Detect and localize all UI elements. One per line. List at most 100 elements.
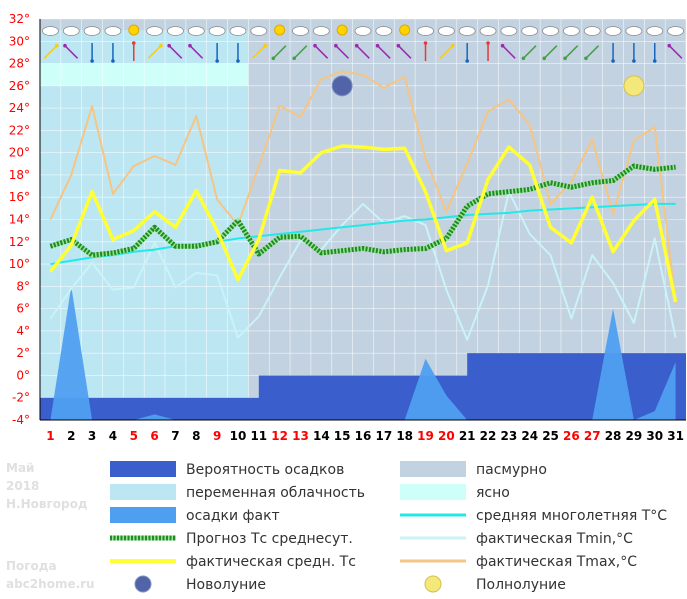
x-tick-label: 1 xyxy=(46,429,54,443)
precipitation-layer xyxy=(40,286,686,420)
cloud-icon xyxy=(250,26,268,36)
legend-swatch-probability xyxy=(110,461,176,477)
legend-label: фактическая Tmin,°C xyxy=(476,531,633,547)
legend-label: фактическая средн. Тс xyxy=(186,554,356,570)
legend-new-moon-icon xyxy=(134,575,152,593)
x-tick-label: 24 xyxy=(521,429,538,443)
x-tick-label: 10 xyxy=(230,429,247,443)
wind-arrow-head-icon xyxy=(450,43,455,48)
new-moon-marker xyxy=(331,75,353,97)
y-tick-label: -4° xyxy=(12,413,30,427)
cloud-icon xyxy=(375,26,393,36)
cloud-icon xyxy=(292,26,309,36)
legend-swatch-precip_fact xyxy=(110,507,176,523)
wind-arrow-nw-icon xyxy=(502,45,516,59)
cloud-icon xyxy=(42,26,59,36)
x-tick-label: 8 xyxy=(192,429,200,443)
y-axis: -4° -2° 0° 2° 4° 6° 8° 10° 12° 14° 16° 18° 20° 22° 24°… xyxy=(9,12,41,427)
x-tick-label: 11 xyxy=(250,429,267,443)
y-tick-label: 2° xyxy=(16,346,30,360)
wind-arrow-head-icon xyxy=(375,43,380,48)
cloud-icon xyxy=(646,26,664,36)
cloud-icon xyxy=(104,26,122,36)
wind-arrow-nw-icon xyxy=(335,45,349,59)
wind-arrow-head-icon xyxy=(521,56,526,61)
x-tick-label: 13 xyxy=(292,429,309,443)
cloud-icon xyxy=(354,26,372,36)
legend-swatch-overcast xyxy=(400,461,466,477)
cloud-icon xyxy=(479,26,497,36)
legend-label: фактическая Tmax,°C xyxy=(476,554,637,570)
y-tick-label: 20° xyxy=(9,146,30,160)
cloud-icon xyxy=(542,26,559,36)
wind-arrow-ne-icon xyxy=(43,45,58,59)
wind-arrow-sw-icon xyxy=(272,45,287,59)
x-tick-label: 31 xyxy=(667,429,684,443)
cloud-icon xyxy=(417,26,434,36)
wind-arrow-head-icon xyxy=(263,43,267,48)
x-tick-label: 2 xyxy=(67,429,75,443)
wind-arrow-head-icon xyxy=(396,43,401,48)
y-tick-label: 4° xyxy=(16,324,30,338)
wind-arrow-head-icon xyxy=(90,59,94,63)
x-tick-label: 19 xyxy=(417,429,434,443)
wind-arrow-head-icon xyxy=(563,56,567,61)
y-tick-label: 10° xyxy=(9,257,30,271)
wind-arrow-head-icon xyxy=(236,59,240,63)
precip-fact-area xyxy=(50,286,676,420)
cloud-icon xyxy=(562,26,580,36)
cloud-icon xyxy=(437,26,455,36)
x-tick-label: 16 xyxy=(355,429,372,443)
wind-arrow-nw-icon xyxy=(356,45,370,59)
moon-markers xyxy=(331,75,645,97)
wind-arrow-ne-icon xyxy=(147,45,162,59)
y-tick-label: 18° xyxy=(9,168,30,182)
watermark-month: Май xyxy=(6,461,34,475)
wind-arrow-head-icon xyxy=(667,43,672,48)
wind-arrow-head-icon xyxy=(334,43,338,48)
x-tick-label: 22 xyxy=(480,429,497,443)
legend-label: осадки факт xyxy=(186,508,280,524)
wind-arrow-nw-icon xyxy=(314,45,329,59)
series-lines xyxy=(49,70,678,341)
wind-arrow-sw-icon xyxy=(585,45,600,59)
cloud-icon xyxy=(521,26,539,36)
series-tmax xyxy=(49,70,677,304)
legend-label: Вероятность осадков xyxy=(186,462,344,478)
sun-icon xyxy=(274,24,286,36)
x-tick-label: 28 xyxy=(605,429,622,443)
y-tick-label: 24° xyxy=(9,101,30,115)
wind-arrow-head-icon xyxy=(354,43,359,48)
x-tick-label: 9 xyxy=(213,429,221,443)
x-axis: 1 2 3 4 5 6 7 8 9 10 11 12 13 14 15 16 17 18 19 20 21 22 23 24 2… xyxy=(40,419,686,443)
watermark-site-line1: Погода xyxy=(6,559,57,573)
x-tick-label: 25 xyxy=(542,429,559,443)
wind-arrow-head-icon xyxy=(54,43,59,48)
wind-arrow-head-icon xyxy=(423,41,428,45)
y-tick-label: 26° xyxy=(9,79,30,93)
full-moon-marker xyxy=(623,75,645,97)
legend-label: пасмурно xyxy=(476,462,547,478)
wind-arrow-head-icon xyxy=(313,43,317,48)
wind-arrow-head-icon xyxy=(632,59,636,63)
x-tick-label: 29 xyxy=(626,429,643,443)
watermark-site-line2: abc2home.ru xyxy=(6,577,95,591)
y-tick-label: -2° xyxy=(12,391,30,405)
y-tick-label: 28° xyxy=(9,57,30,71)
cloud-icon xyxy=(625,26,643,36)
x-tick-label: 17 xyxy=(375,429,392,443)
wind-arrow-head-icon xyxy=(652,59,657,63)
cloud-icon xyxy=(62,26,80,36)
x-tick-label: 3 xyxy=(88,429,96,443)
cloud-icon xyxy=(604,26,622,36)
cloud-icon xyxy=(583,26,601,36)
watermark-city: Н.Новгород xyxy=(6,497,88,511)
x-tick-label: 23 xyxy=(501,429,518,443)
x-tick-label: 6 xyxy=(150,429,158,443)
cloud-icon xyxy=(229,26,247,36)
y-tick-label: 30° xyxy=(9,34,30,48)
cloud-icon xyxy=(458,26,476,36)
wind-arrow-head-icon xyxy=(271,56,276,61)
wind-arrow-nw-icon xyxy=(397,45,412,59)
